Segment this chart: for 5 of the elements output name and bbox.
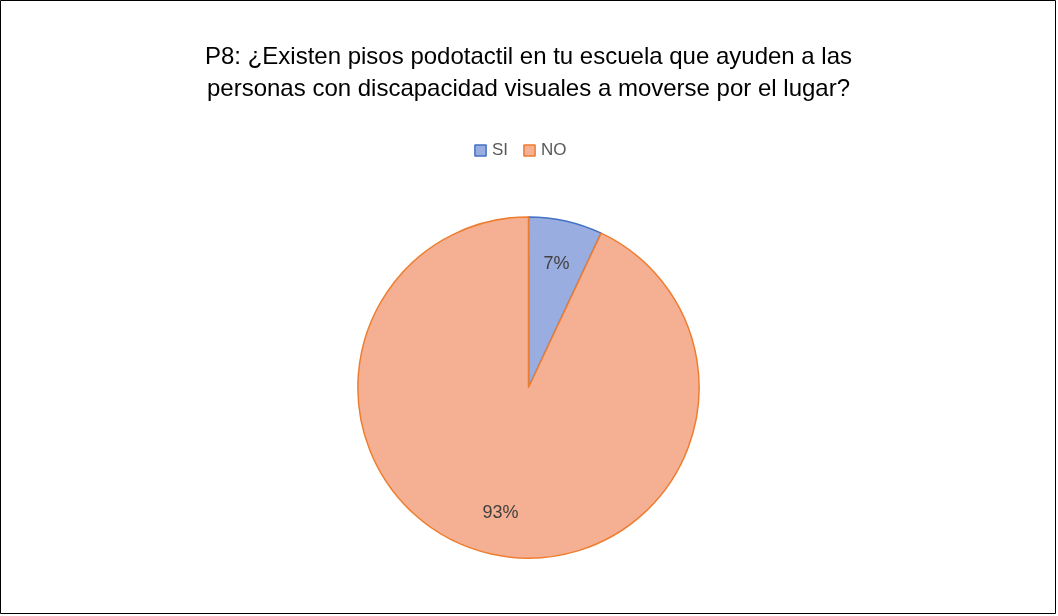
legend-label: SI (492, 140, 510, 160)
data-label: 93% (482, 502, 519, 523)
data-label: 7% (543, 252, 570, 273)
chart-title: P8: ¿Existen pisos podotactil en tu escuela que ayuden a las personas con discapacidad visuales a moverse por el lugar? (204, 42, 853, 101)
legend-label: NO (541, 140, 567, 160)
